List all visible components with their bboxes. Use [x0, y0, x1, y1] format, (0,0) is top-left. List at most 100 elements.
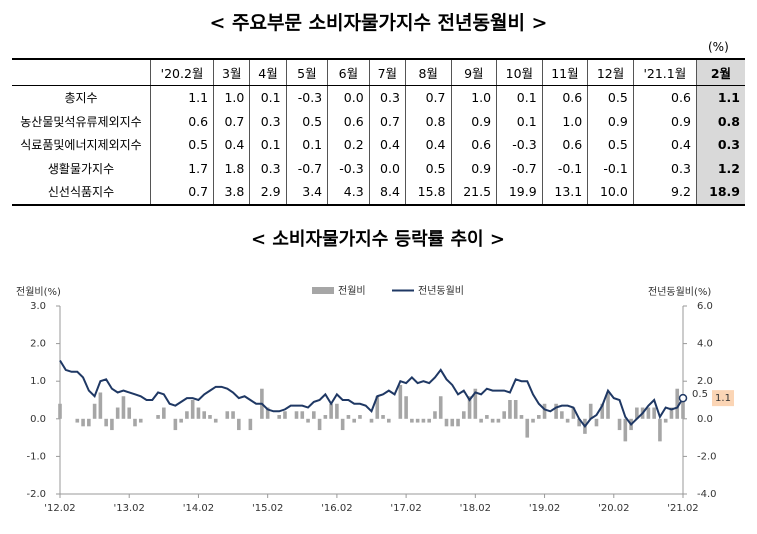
cell: 0.6: [149, 109, 215, 133]
cell: 18.9: [695, 180, 745, 206]
y-tick-label: 2.0: [30, 339, 46, 350]
cell: 1.1: [695, 85, 745, 110]
bar: [473, 388, 478, 419]
cell: 0.0: [327, 85, 370, 110]
bar: [329, 403, 333, 419]
bar: [588, 403, 593, 419]
cell: 0.1: [496, 85, 543, 110]
bar: [635, 407, 639, 419]
bar: [75, 418, 80, 423]
cell: 0.7: [149, 180, 215, 206]
bar: [110, 418, 114, 431]
cell: 0.6: [541, 85, 589, 110]
row-label: 신선식품지수: [12, 180, 151, 206]
bar: [606, 392, 610, 419]
cell: 3.4: [285, 180, 329, 206]
y-tick-label: 0.0: [30, 414, 46, 425]
cell: 1.8: [213, 156, 251, 180]
cell: 0.5: [285, 109, 329, 133]
bar: [133, 418, 137, 427]
bar: [600, 403, 605, 419]
x-tick-label: '17.02: [390, 503, 421, 514]
cell: 1.0: [213, 85, 251, 110]
bar: [456, 418, 460, 427]
column-header: 10월: [496, 58, 543, 86]
y-tick-label: -1.0: [26, 451, 46, 462]
bar: [467, 396, 472, 419]
cell: 0.1: [249, 85, 287, 110]
row-label: 식료품및에너지제외지수: [12, 133, 151, 157]
bar: [283, 411, 287, 419]
bar: [508, 400, 512, 419]
chart-title: < 소비자물가지수 등락률 추이 >: [251, 229, 505, 250]
cell: 0.6: [541, 133, 589, 157]
bar: [248, 418, 253, 431]
cell: 0.5: [404, 156, 452, 180]
bar: [444, 418, 449, 427]
row-label: 생활물가지수: [12, 156, 151, 180]
cell: 1.2: [695, 156, 745, 180]
table-row: 농산물및석유류제외지수 0.6 0.7 0.3 0.5 0.6 0.7 0.8 0.9 0.1 1.…: [12, 109, 745, 133]
bar: [294, 411, 299, 419]
bar: [323, 415, 328, 419]
y2-tick-label: 2.0: [697, 376, 713, 387]
bar: [375, 396, 380, 419]
bar: [525, 418, 530, 438]
bar: [104, 418, 108, 427]
table-row: 총지수 1.1 1.0 0.1 -0.3 0.0 0.3 0.7 1.0 0.1 0.6 0.5 0.6…: [12, 85, 745, 110]
bar: [490, 418, 495, 423]
bar: [58, 403, 62, 419]
bar: [594, 418, 599, 427]
legend-label: 전년동월비: [418, 285, 464, 297]
bar: [202, 411, 207, 419]
cell: 1.0: [541, 109, 589, 133]
bar: [433, 411, 437, 419]
x-tick-label: '18.02: [460, 503, 491, 514]
x-tick-label: '20.02: [598, 503, 629, 514]
cell: -0.3: [285, 85, 329, 110]
column-header: 7월: [368, 58, 406, 86]
bar: [121, 396, 126, 419]
bar: [381, 415, 385, 419]
column-header: 6월: [327, 58, 370, 86]
x-tick-label: '15.02: [252, 503, 283, 514]
bar: [565, 418, 570, 423]
bar: [410, 418, 414, 423]
bar: [415, 418, 420, 423]
bar: [398, 384, 403, 419]
y2-axis-title: 전년동월비(%): [648, 286, 711, 298]
cell: 0.4: [632, 133, 697, 157]
bar: [265, 407, 270, 419]
cell: 0.5: [587, 85, 634, 110]
cell: 1.0: [450, 85, 498, 110]
bar: [98, 392, 103, 419]
cell: 0.9: [450, 156, 498, 180]
unit: (%): [708, 40, 729, 54]
row-label: 농산물및석유류제외지수: [12, 109, 151, 133]
cell: 0.9: [450, 109, 498, 133]
bar: [387, 418, 391, 423]
cell: 0.4: [213, 133, 251, 157]
cell: -0.3: [496, 133, 543, 157]
cell: 0.7: [213, 109, 251, 133]
bar: [81, 418, 85, 427]
cell: 8.4: [368, 180, 406, 206]
cell: 13.1: [541, 180, 589, 206]
y2-tick-label: 4.0: [697, 339, 713, 350]
cell: 0.3: [249, 156, 287, 180]
bar: [427, 418, 431, 423]
cell: 0.0: [368, 156, 406, 180]
bar: [658, 418, 662, 442]
bar: [312, 411, 316, 419]
cell: 0.4: [368, 133, 406, 157]
cell: 0.5: [587, 133, 634, 157]
cell: 1.1: [149, 85, 215, 110]
bar: [623, 418, 628, 442]
cell: 19.9: [496, 180, 543, 206]
cell: 4.3: [327, 180, 370, 206]
cell: 3.8: [213, 180, 251, 206]
bar: [156, 415, 160, 419]
x-tick-label: '14.02: [183, 503, 214, 514]
bar: [213, 418, 218, 423]
